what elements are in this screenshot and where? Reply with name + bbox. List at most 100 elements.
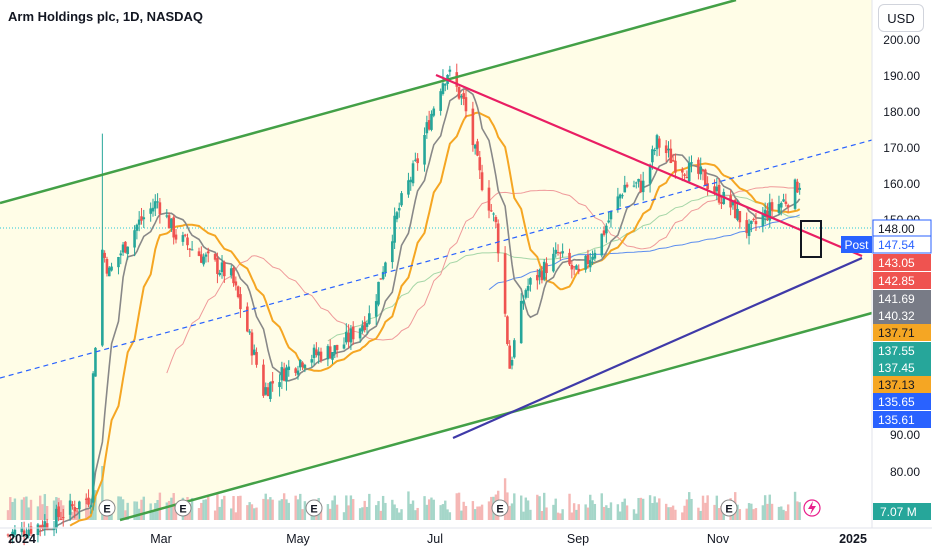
candle-body: [600, 233, 604, 256]
price-tag-bg: [873, 307, 931, 324]
candle-body: [78, 501, 81, 510]
candle-body: [312, 347, 316, 358]
volume-bar: [761, 505, 765, 520]
candle-body: [492, 213, 495, 215]
price-tag-value: 137.55: [878, 344, 915, 358]
volume-bar: [262, 498, 265, 520]
price-tag-bg: [872, 235, 932, 254]
candle-body: [216, 258, 219, 274]
candle-body: [124, 241, 127, 253]
y-tick-label: 200.00: [883, 33, 920, 47]
volume-bar: [425, 504, 429, 520]
price-tag-bg: [873, 393, 931, 410]
candle-body: [319, 351, 323, 361]
candle-body: [172, 217, 175, 238]
volume-bar: [6, 510, 10, 520]
volume-bar: [342, 512, 346, 520]
candle-body: [664, 145, 668, 154]
volume-bar: [503, 478, 507, 520]
volume-bar: [635, 513, 638, 520]
price-tag: 135.65: [873, 393, 931, 410]
volume-bar: [395, 508, 399, 520]
y-tick-label: 190.00: [883, 69, 920, 83]
candle-body: [55, 508, 58, 529]
candle-body: [752, 218, 755, 220]
volume-bar: [140, 499, 143, 520]
volume-bar: [167, 500, 171, 520]
volume-bar: [264, 493, 267, 520]
price-tag: 135.61: [873, 411, 931, 428]
candles: [6, 63, 801, 546]
volume-bar: [381, 495, 385, 520]
candle-body: [464, 97, 468, 112]
candle-body: [607, 220, 610, 223]
currency-button[interactable]: USD: [878, 4, 924, 32]
candle-body: [577, 268, 581, 272]
candle-body: [701, 169, 705, 172]
volume-bar: [641, 498, 645, 520]
price-tag-bg: [873, 324, 931, 341]
volume-bar: [303, 501, 307, 520]
volume-bar: [591, 500, 594, 520]
volume-bar: [701, 495, 705, 520]
earnings-marker-ring: [174, 499, 192, 517]
volume-bar: [333, 495, 336, 520]
volume-bar: [671, 505, 675, 520]
candle-body: [20, 527, 24, 533]
volume-bar: [126, 502, 129, 520]
volume-bar: [618, 511, 622, 520]
volume-bar: [29, 499, 33, 520]
volume-bar: [616, 504, 620, 520]
candle-body: [602, 230, 606, 235]
volume-bar: [423, 496, 426, 520]
volume-bar: [326, 504, 330, 520]
candle-body: [239, 294, 242, 310]
candle-body: [167, 215, 171, 229]
volume-bar: [253, 508, 256, 520]
price-tag-value: 137.71: [878, 326, 915, 340]
candle-body: [575, 265, 578, 270]
volume-bar: [266, 499, 270, 520]
volume-bar: [575, 509, 578, 520]
candle-body: [36, 524, 40, 535]
volume-bar: [296, 499, 300, 520]
candle-body: [294, 368, 297, 373]
volume-bar: [197, 508, 201, 520]
volume-bar: [59, 500, 63, 520]
volume-bar: [607, 507, 610, 520]
candle-body: [745, 220, 749, 234]
candle-body: [384, 262, 387, 273]
candle-body: [174, 234, 178, 240]
candle-body: [669, 148, 673, 163]
candle-body: [568, 252, 571, 265]
volume-bar: [71, 511, 74, 520]
volume-bar: [522, 511, 525, 520]
volume-bar: [526, 500, 530, 520]
volume-bar: [301, 509, 304, 520]
candle-body: [335, 344, 339, 350]
volume-bar: [457, 492, 461, 520]
candle-body: [570, 264, 574, 270]
candle-body: [591, 256, 594, 260]
candle-body: [455, 72, 459, 87]
candle-body: [183, 234, 187, 236]
volume-bar: [375, 505, 378, 520]
volume-bar: [22, 497, 26, 520]
candle-body: [317, 351, 320, 356]
volume-bar: [236, 496, 240, 520]
earnings-marker-label: E: [310, 504, 317, 516]
candle-body: [782, 199, 785, 202]
candle-body: [430, 113, 433, 130]
volume-bar: [345, 495, 348, 520]
y-tick-label: 80.00: [890, 465, 920, 479]
volume-bar: [688, 492, 691, 520]
volume-bar: [255, 507, 258, 520]
earnings-marker-label: E: [103, 504, 110, 516]
candle-body: [685, 176, 689, 179]
volume-bar: [368, 493, 371, 520]
candle-body: [522, 300, 525, 304]
volume-bar: [377, 501, 380, 520]
